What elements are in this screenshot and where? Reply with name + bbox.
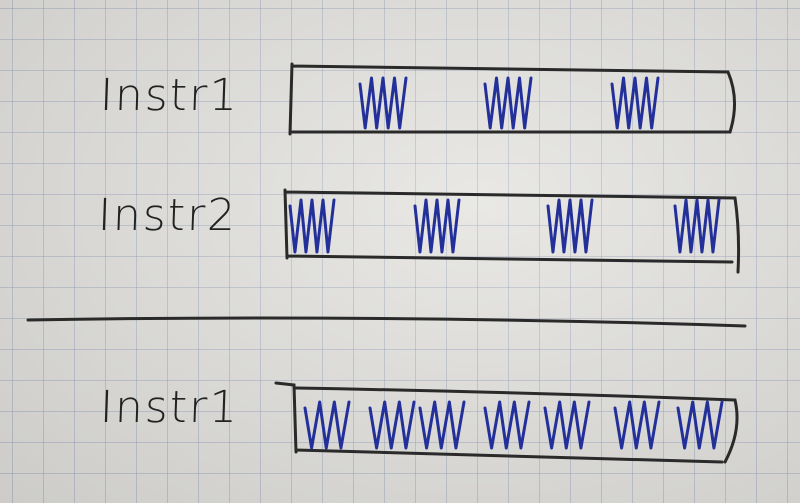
section-divider bbox=[26, 316, 747, 328]
bar-box-instr2 bbox=[283, 188, 741, 274]
note-scribble bbox=[418, 400, 466, 450]
note-scribble bbox=[610, 76, 660, 130]
note-scribble bbox=[368, 400, 416, 450]
note-scribble bbox=[358, 76, 408, 130]
note-scribble bbox=[676, 400, 724, 450]
bar-box-instr1-bottom bbox=[274, 381, 739, 464]
note-scribble bbox=[613, 400, 661, 450]
note-scribble bbox=[546, 198, 594, 254]
note-scribble bbox=[483, 76, 533, 130]
note-scribble bbox=[673, 198, 721, 254]
note-scribble bbox=[543, 400, 591, 450]
note-scribble bbox=[483, 400, 531, 450]
note-scribble bbox=[413, 198, 461, 254]
note-scribble bbox=[288, 198, 336, 254]
note-scribble bbox=[303, 400, 351, 450]
bar-box-instr1-top bbox=[288, 62, 736, 136]
